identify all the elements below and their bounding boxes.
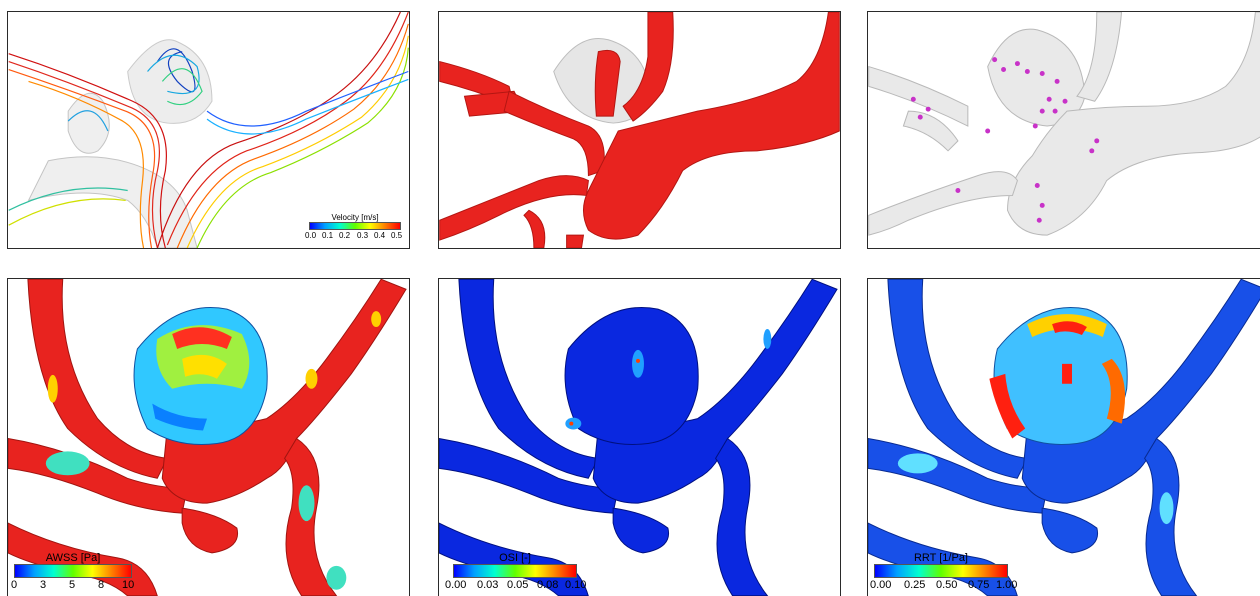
tick-label: 0 <box>11 579 18 591</box>
thrombus-marker-panel <box>867 11 1260 249</box>
tick-label: 0.3 <box>357 231 369 240</box>
legend-ticks: 0 3 5 8 10 <box>11 578 135 592</box>
rrt-legend: RRT [1/Pa] 0.00 0.25 0.50 0.75 1.00 <box>870 552 1017 592</box>
legend-title: AWSS [Pa] <box>45 552 101 564</box>
osi-legend: OSI [-] 0.00 0.03 0.05 0.08 0.10 <box>445 552 586 592</box>
legend-ticks: 0.00 0.25 0.50 0.75 1.00 <box>870 578 1017 592</box>
legend-title: Velocity [m/s] <box>331 213 379 222</box>
tick-label: 0.25 <box>904 579 926 591</box>
marker-render <box>868 12 1260 236</box>
vessel-geometry-panel <box>438 11 841 249</box>
velocity-streamlines-panel: Velocity [m/s] 0.0 0.1 0.2 0.3 0.4 0.5 <box>7 11 410 249</box>
colorbar <box>453 564 577 578</box>
tick-label: 10 <box>122 579 135 591</box>
tick-label: 0.00 <box>870 579 892 591</box>
legend-title: RRT [1/Pa] <box>913 552 968 564</box>
legend-ticks: 0.0 0.1 0.2 0.3 0.4 0.5 <box>305 230 403 242</box>
osi-panel: OSI [-] 0.00 0.03 0.05 0.08 0.10 <box>438 278 841 596</box>
rrt-panel: RRT [1/Pa] 0.00 0.25 0.50 0.75 1.00 <box>867 278 1260 596</box>
tick-label: 1.00 <box>996 579 1018 591</box>
tick-label: 0.05 <box>507 579 529 591</box>
tick-label: 0.2 <box>339 231 351 240</box>
tick-label: 0.00 <box>445 579 467 591</box>
tick-label: 0.0 <box>305 231 317 240</box>
tick-label: 5 <box>69 579 76 591</box>
awss-panel: AWSS [Pa] 0 3 5 8 10 <box>7 278 410 596</box>
tick-label: 0.50 <box>936 579 958 591</box>
colorbar <box>309 222 401 230</box>
tick-label: 0.08 <box>537 579 559 591</box>
tick-label: 0.4 <box>374 231 386 240</box>
legend-ticks: 0.00 0.03 0.05 0.08 0.10 <box>445 578 586 592</box>
colorbar <box>14 564 132 578</box>
tick-label: 3 <box>40 579 47 591</box>
awss-render <box>8 279 407 596</box>
tick-label: 0.5 <box>391 231 403 240</box>
tick-label: 0.03 <box>477 579 499 591</box>
tick-label: 0.1 <box>322 231 334 240</box>
tick-label: 0.75 <box>968 579 990 591</box>
colorbar <box>874 564 1008 578</box>
rrt-render <box>868 279 1260 596</box>
tick-label: 0.10 <box>565 579 587 591</box>
velocity-legend: Velocity [m/s] 0.0 0.1 0.2 0.3 0.4 0.5 <box>305 213 403 242</box>
streamline-render <box>8 12 409 248</box>
osi-render <box>439 279 838 596</box>
legend-title: OSI [-] <box>499 552 531 564</box>
awss-legend: AWSS [Pa] 0 3 5 8 10 <box>11 552 135 592</box>
vessel-render <box>439 12 840 248</box>
tick-label: 8 <box>98 579 105 591</box>
